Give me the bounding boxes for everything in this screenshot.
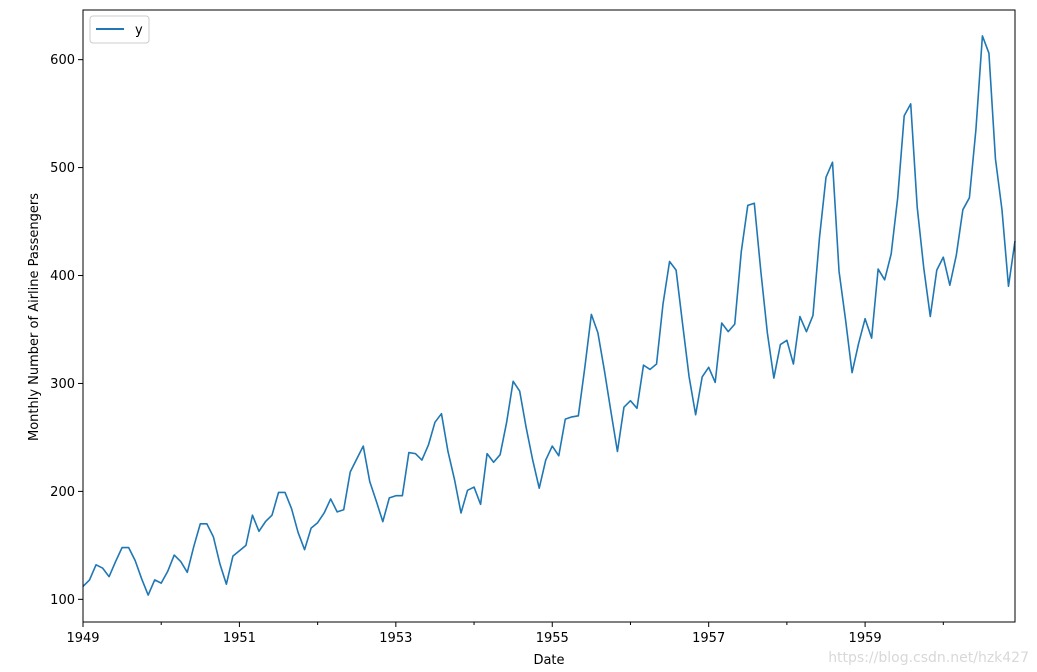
- legend-label: y: [135, 23, 143, 38]
- y-tick-label-300: 300: [50, 377, 75, 392]
- y-tick-label-400: 400: [50, 269, 75, 284]
- series-layer: [82, 35, 1016, 596]
- x-tick-label-1951: 1951: [223, 631, 256, 646]
- series-line-y: [82, 35, 1016, 596]
- plot-frame: [82, 9, 1016, 623]
- x-tick-label-1957: 1957: [692, 631, 725, 646]
- x-tick-label-1953: 1953: [379, 631, 412, 646]
- legend: y: [89, 15, 150, 44]
- plot-area: [83, 10, 1015, 622]
- x-tick-label-1949: 1949: [66, 631, 99, 646]
- x-tick-label-1955: 1955: [536, 631, 569, 646]
- y-tick-label-200: 200: [50, 485, 75, 500]
- y-tick-label-500: 500: [50, 161, 75, 176]
- watermark-text: https://blog.csdn.net/hzk427: [828, 650, 1029, 666]
- y-tick-label-600: 600: [50, 53, 75, 68]
- y-tick-label-100: 100: [50, 593, 75, 608]
- x-axis-label: Date: [533, 653, 564, 668]
- x-axis: 1949 1951 1953 1955 1957 1959: [66, 622, 944, 646]
- x-tick-label-1959: 1959: [849, 631, 882, 646]
- y-axis: 100 200 300 400 500 600: [50, 53, 83, 608]
- y-axis-label: Monthly Number of Airline Passengers: [27, 193, 42, 441]
